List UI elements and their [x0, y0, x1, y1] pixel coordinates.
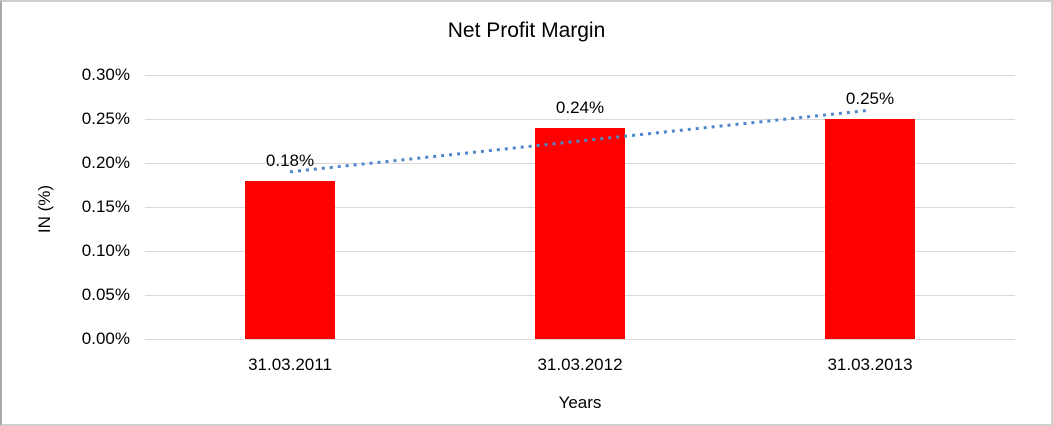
y-axis-tick-label: 0.15%: [81, 197, 130, 216]
y-axis-tick-label: 0.00%: [81, 329, 130, 348]
bar-31.03.2012: [535, 127, 625, 339]
bar-31.03.2011: [245, 180, 335, 339]
y-axis-tick-label: 0.25%: [81, 109, 130, 128]
chart-title: Net Profit Margin: [447, 19, 606, 42]
bar-data-label: 0.25%: [845, 89, 895, 108]
y-axis-tick-label: 0.10%: [81, 241, 130, 260]
x-axis-tick-label: 31.03.2011: [248, 355, 332, 374]
bar-data-label: 0.24%: [555, 97, 605, 117]
bar-data-label: 0.18%: [265, 150, 315, 170]
plot-area: [145, 75, 1015, 340]
x-axis-title: Years: [558, 393, 602, 412]
gridline: [145, 119, 1015, 120]
x-axis-tick-label: 31.03.2013: [827, 355, 913, 374]
gridline: [145, 339, 1015, 340]
y-axis-tick-label: 0.20%: [81, 153, 130, 172]
y-axis-tick-label: 0.05%: [81, 285, 130, 304]
trendline: [289, 108, 871, 174]
y-axis-tick-label: 0.30%: [81, 65, 130, 84]
bar-31.03.2013: [825, 119, 915, 339]
x-axis-tick-label: 31.03.2012: [537, 355, 623, 374]
gridline: [145, 75, 1015, 76]
